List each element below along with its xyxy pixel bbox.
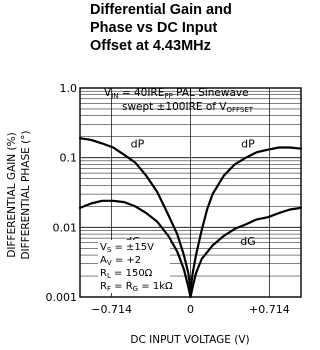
chart-title-line-2: Phase vs DC Input: [90, 20, 218, 36]
x-tick-label: −0.714: [91, 303, 132, 316]
x-tick-label: 0: [187, 303, 194, 316]
series-line-dp: [78, 137, 303, 291]
y-tick-label: 1.0: [60, 82, 78, 95]
annotation-top-line1: VIN = 40IREPP PAL Sinewave: [104, 87, 249, 100]
y-axis-label-2: DIFFERENTIAL PHASE (°): [20, 130, 32, 259]
curve-label-dp: dP: [131, 137, 145, 150]
series-layer: dPdPdGdG: [78, 137, 303, 299]
chart-title-line-1: Differential Gain and: [90, 2, 232, 18]
condition-rf: RF = RG = 1kΩ: [100, 281, 173, 293]
chart-title-line-3: Offset at 4.43MHz: [90, 38, 211, 54]
y-tick-label: 0.001: [46, 291, 78, 304]
conditions: VS = ±15V AV = +2 RL = 150Ω RF = RG = 1k…: [100, 242, 173, 293]
y-tick-label: 0.01: [53, 221, 78, 234]
y-tick-label: 0.1: [60, 152, 78, 165]
tick-labels: 1.0 0.1 0.01 0.001 −0.714 0 +0.714: [46, 82, 290, 316]
chart-title: Differential Gain and Phase vs DC Input …: [90, 1, 318, 55]
series-line-dg: [78, 199, 303, 299]
y-axis-label-1: DIFFERENTIAL GAIN (%): [6, 132, 18, 257]
annotation-top-line2: swept ±100IRE of VOFFSET: [122, 101, 254, 114]
conditions-box: [98, 240, 170, 293]
condition-av: AV = +2: [100, 255, 141, 267]
condition-vs: VS = ±15V: [100, 242, 154, 254]
curve-label-dp: dP: [241, 137, 255, 150]
curve-label-dg: dG: [240, 235, 256, 248]
x-tick-label: +0.714: [249, 303, 290, 316]
x-axis-label: DC INPUT VOLTAGE (V): [130, 334, 249, 346]
condition-rl: RL = 150Ω: [100, 268, 153, 280]
